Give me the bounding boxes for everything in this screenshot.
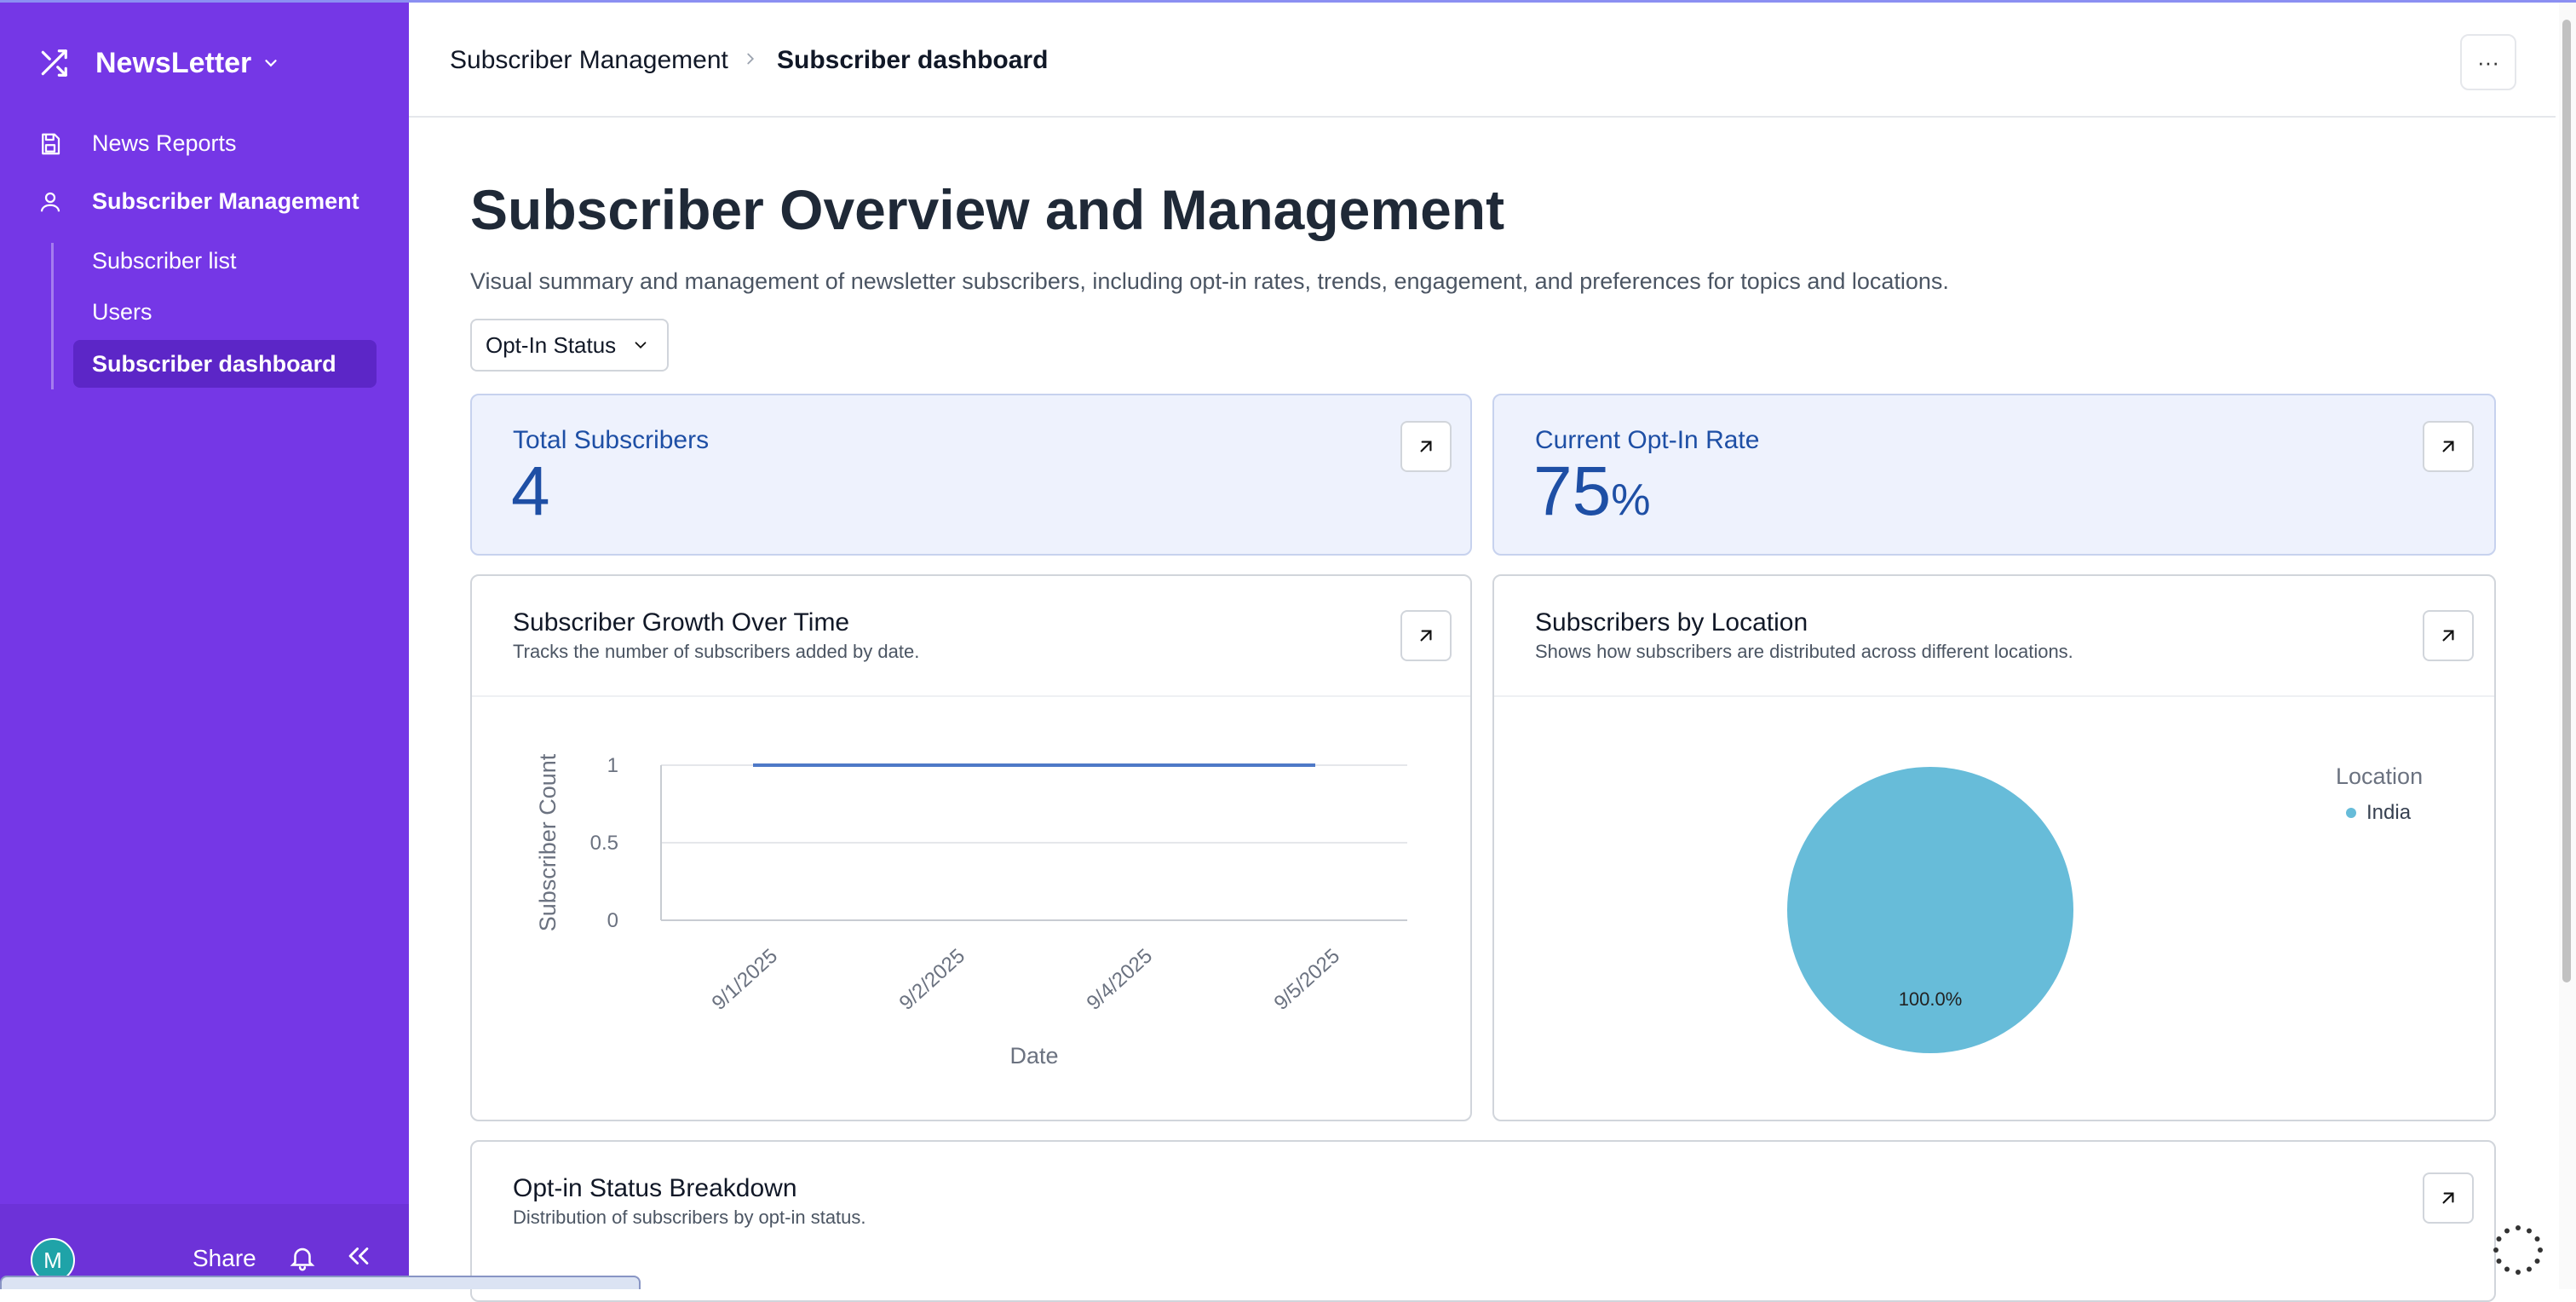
x-tick-label: 9/5/2025 bbox=[1270, 944, 1344, 1015]
top-header: Subscriber Management Subscriber dashboa… bbox=[409, 5, 2556, 118]
chart-card-subscribers-by-location: Subscribers by Location Shows how subscr… bbox=[1492, 574, 2496, 1121]
x-axis-label: Date bbox=[1009, 1043, 1058, 1069]
pie-slice bbox=[1787, 767, 2073, 1053]
arrow-up-right-icon bbox=[2442, 441, 2454, 452]
kpi-label: Total Subscribers bbox=[513, 426, 710, 454]
expand-button[interactable] bbox=[1400, 610, 1452, 661]
card-title: Subscribers by Location bbox=[1535, 608, 1808, 637]
opt-in-status-filter[interactable]: Opt-In Status bbox=[470, 319, 670, 372]
bell-icon[interactable] bbox=[288, 1243, 317, 1272]
sidebar-footer: M Share bbox=[0, 1204, 409, 1289]
kpi-label: Current Opt-In Rate bbox=[1535, 426, 1760, 454]
card-divider bbox=[472, 695, 1470, 697]
share-button[interactable]: Share bbox=[193, 1245, 256, 1271]
arrow-up-right-icon bbox=[2442, 1192, 2454, 1204]
expand-button[interactable] bbox=[1400, 421, 1452, 472]
page-description: Visual summary and management of newslet… bbox=[470, 268, 1949, 294]
arrow-up-right-icon bbox=[1420, 630, 1432, 642]
sidebar-item-subscriber-management[interactable]: Subscriber Management bbox=[37, 188, 359, 215]
y-tick-label: 0 bbox=[607, 909, 618, 932]
sidebar-item-label: Subscriber dashboard bbox=[92, 350, 336, 377]
avatar[interactable]: M bbox=[31, 1238, 75, 1282]
chart-card-subscriber-growth: Subscriber Growth Over Time Tracks the n… bbox=[470, 574, 1472, 1121]
y-tick-label: 0.5 bbox=[590, 832, 618, 855]
browser-status-bar bbox=[0, 1276, 641, 1289]
chevron-right-icon bbox=[747, 53, 755, 65]
sidebar-item-subscriber-list[interactable]: Subscriber list bbox=[92, 248, 237, 274]
sidebar: NewsLetter News Reports Subscriber Manag… bbox=[0, 3, 409, 1289]
page-title: Subscriber Overview and Management bbox=[470, 178, 1505, 241]
more-icon: ··· bbox=[2477, 49, 2499, 75]
sidebar-item-subscriber-dashboard[interactable]: Subscriber dashboard bbox=[73, 340, 377, 388]
sidebar-item-label: News Reports bbox=[92, 130, 237, 156]
expand-button[interactable] bbox=[2423, 610, 2474, 661]
expand-button[interactable] bbox=[2423, 1172, 2474, 1224]
subnav-line bbox=[51, 243, 54, 389]
user-icon bbox=[40, 192, 60, 211]
kpi-value: 4 bbox=[511, 452, 550, 530]
loading-spinner-icon bbox=[2493, 1225, 2543, 1275]
chevron-down-icon bbox=[635, 342, 647, 349]
chart-card-opt-in-breakdown: Opt-in Status Breakdown Distribution of … bbox=[470, 1140, 2496, 1302]
y-tick-label: 1 bbox=[607, 754, 618, 777]
card-title: Subscriber Growth Over Time bbox=[513, 608, 850, 637]
kpi-value: 75% bbox=[1533, 452, 1651, 530]
kpi-card-opt-in-rate: Current Opt-In Rate 75% bbox=[1492, 394, 2496, 556]
app-switcher[interactable]: NewsLetter bbox=[37, 42, 280, 84]
arrow-up-right-icon bbox=[1420, 441, 1432, 452]
sidebar-item-label: Subscriber Management bbox=[92, 188, 359, 214]
save-icon bbox=[42, 133, 60, 154]
card-title: Opt-in Status Breakdown bbox=[513, 1174, 797, 1202]
card-divider bbox=[1494, 695, 2494, 697]
legend-label: India bbox=[2366, 801, 2412, 824]
more-options-button[interactable]: ··· bbox=[2460, 34, 2516, 90]
kpi-card-total-subscribers: Total Subscribers 4 bbox=[470, 394, 1472, 556]
app-name: NewsLetter bbox=[95, 46, 252, 79]
card-subtitle: Distribution of subscribers by opt-in st… bbox=[513, 1207, 866, 1228]
main-content: Subscriber Overview and Management Visua… bbox=[409, 118, 2556, 1302]
arrow-up-right-icon bbox=[2442, 630, 2454, 642]
legend-title: Location bbox=[2336, 763, 2424, 789]
legend-item-india[interactable]: India bbox=[2346, 801, 2411, 825]
pie-slice-label: 100.0% bbox=[1899, 988, 1963, 1010]
x-tick-label: 9/1/2025 bbox=[708, 944, 782, 1015]
pie-chart: 100.0% bbox=[1787, 767, 2073, 1053]
filter-label: Opt-In Status bbox=[486, 331, 617, 358]
line-chart: 1 0.5 0 9/1/2025 9/2/2025 9/4/2025 9/5/2025 Dat… bbox=[535, 753, 1407, 1069]
expand-button[interactable] bbox=[2423, 421, 2474, 472]
breadcrumb-current: Subscriber dashboard bbox=[777, 46, 1049, 74]
card-subtitle: Shows how subscribers are distributed ac… bbox=[1535, 641, 2073, 662]
legend-swatch bbox=[2346, 808, 2356, 818]
collapse-sidebar-icon[interactable] bbox=[344, 1242, 373, 1270]
card-subtitle: Tracks the number of subscribers added b… bbox=[513, 641, 920, 662]
sidebar-item-news-reports[interactable]: News Reports bbox=[37, 130, 237, 157]
chevron-down-icon bbox=[265, 60, 277, 67]
x-tick-label: 9/2/2025 bbox=[895, 944, 969, 1015]
breadcrumb-parent[interactable]: Subscriber Management bbox=[450, 46, 728, 74]
y-axis-label: Subscriber Count bbox=[535, 753, 561, 931]
scrollbar-thumb[interactable] bbox=[2562, 20, 2571, 982]
x-tick-label: 9/4/2025 bbox=[1083, 944, 1157, 1015]
shuffle-icon bbox=[41, 49, 67, 77]
sidebar-item-users[interactable]: Users bbox=[92, 299, 152, 325]
